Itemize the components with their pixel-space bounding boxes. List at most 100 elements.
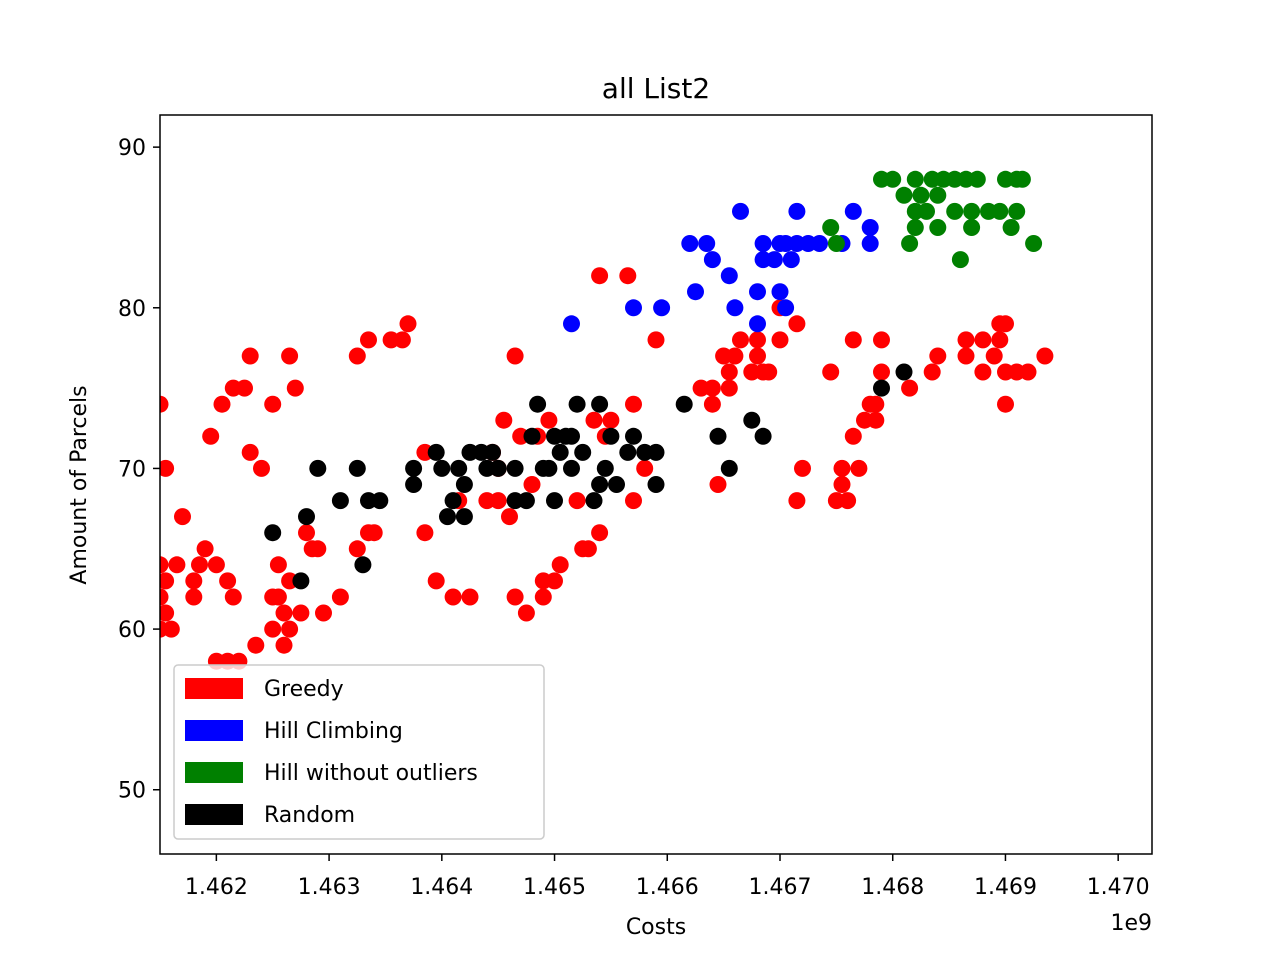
data-point bbox=[574, 443, 592, 461]
legend-entries: Greedy Hill Climbing Hill without outliers… bbox=[185, 677, 478, 828]
plot-area bbox=[159, 114, 1153, 855]
data-point bbox=[754, 427, 772, 445]
data-point bbox=[997, 315, 1014, 333]
data-point bbox=[709, 476, 727, 493]
data-point bbox=[360, 331, 377, 349]
data-point bbox=[608, 476, 625, 493]
legend-label: Random bbox=[264, 803, 355, 828]
x-tick-label: 1.468 bbox=[861, 875, 924, 900]
data-point bbox=[427, 443, 445, 461]
data-point bbox=[236, 379, 253, 397]
data-point bbox=[873, 379, 890, 397]
data-point bbox=[951, 251, 969, 269]
data-point bbox=[833, 459, 851, 477]
data-point bbox=[523, 476, 541, 493]
data-point bbox=[160, 395, 169, 413]
y-tick-label: 80 bbox=[118, 297, 146, 322]
data-point bbox=[619, 443, 637, 461]
y-tick-label: 50 bbox=[118, 779, 146, 804]
y-tick-label: 90 bbox=[118, 136, 146, 161]
data-point bbox=[348, 540, 366, 558]
data-point bbox=[269, 588, 287, 606]
data-point bbox=[160, 620, 169, 638]
data-point bbox=[625, 427, 642, 445]
data-point bbox=[517, 604, 535, 622]
data-point bbox=[703, 395, 721, 413]
data-point bbox=[901, 379, 919, 397]
data-point bbox=[196, 540, 214, 558]
data-point bbox=[873, 363, 890, 381]
data-point bbox=[202, 427, 220, 445]
data-point bbox=[298, 508, 315, 526]
y-axis-ticks: 50 60 70 80 90 bbox=[118, 136, 160, 804]
legend-box bbox=[173, 664, 545, 840]
series-3 bbox=[264, 363, 913, 590]
x-tick-label: 1.464 bbox=[410, 875, 473, 900]
data-point bbox=[591, 395, 609, 413]
data-point bbox=[523, 427, 541, 445]
data-point bbox=[393, 331, 411, 349]
data-point bbox=[625, 299, 642, 317]
data-point bbox=[619, 267, 637, 285]
data-point bbox=[264, 524, 282, 542]
data-point bbox=[822, 363, 840, 381]
data-point bbox=[873, 331, 890, 349]
data-point bbox=[929, 347, 947, 365]
data-point bbox=[563, 459, 580, 477]
data-point bbox=[760, 363, 778, 381]
data-point bbox=[703, 251, 721, 269]
data-point bbox=[563, 427, 580, 445]
data-point bbox=[281, 620, 299, 638]
data-point bbox=[749, 347, 766, 365]
data-point bbox=[540, 459, 558, 477]
data-point bbox=[726, 347, 744, 365]
data-point bbox=[827, 235, 845, 252]
data-point bbox=[461, 588, 479, 606]
data-point bbox=[444, 588, 462, 606]
data-point bbox=[591, 476, 609, 493]
data-point bbox=[732, 331, 749, 349]
data-point bbox=[794, 459, 811, 477]
data-point bbox=[974, 331, 992, 349]
data-point bbox=[546, 572, 563, 590]
data-point bbox=[720, 379, 738, 397]
data-point bbox=[788, 492, 806, 510]
data-point bbox=[867, 411, 885, 429]
data-point bbox=[647, 476, 665, 493]
data-point bbox=[591, 267, 609, 285]
data-point bbox=[906, 170, 924, 188]
data-point bbox=[348, 347, 366, 365]
data-point bbox=[444, 492, 462, 510]
data-point bbox=[489, 459, 507, 477]
data-point bbox=[929, 219, 947, 236]
data-point bbox=[749, 283, 766, 301]
data-point bbox=[912, 186, 930, 204]
data-point bbox=[974, 363, 992, 381]
series-0 bbox=[160, 267, 1054, 670]
data-point bbox=[844, 427, 862, 445]
data-point bbox=[405, 459, 423, 477]
data-point bbox=[160, 572, 175, 590]
data-point bbox=[720, 459, 738, 477]
data-point bbox=[207, 556, 225, 574]
data-point bbox=[833, 476, 851, 493]
data-point bbox=[551, 443, 569, 461]
data-point bbox=[946, 202, 964, 220]
data-point bbox=[811, 235, 828, 252]
legend-swatch bbox=[185, 720, 243, 741]
x-tick-label: 1.466 bbox=[636, 875, 699, 900]
data-point bbox=[275, 604, 293, 622]
data-point bbox=[585, 492, 603, 510]
data-point bbox=[168, 556, 186, 574]
data-point bbox=[309, 459, 327, 477]
data-point bbox=[269, 556, 287, 574]
data-point bbox=[484, 443, 501, 461]
data-point bbox=[709, 427, 727, 445]
x-tick-label: 1.467 bbox=[749, 875, 812, 900]
legend-swatch bbox=[185, 678, 243, 699]
data-point bbox=[365, 524, 383, 542]
x-axis-label: Costs bbox=[626, 915, 686, 940]
data-point bbox=[534, 588, 552, 606]
y-axis-label: Amount of Parcels bbox=[67, 385, 92, 584]
